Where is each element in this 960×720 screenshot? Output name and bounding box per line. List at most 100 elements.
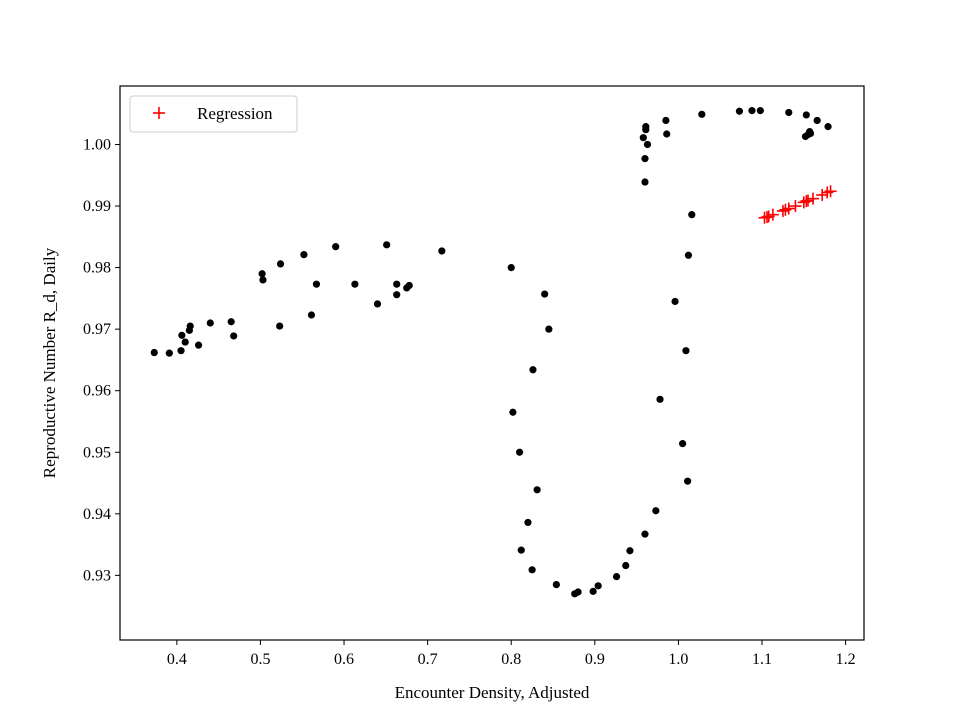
data-point (438, 247, 446, 255)
y-axis: 0.93 0.94 0.95 0.96 0.97 0.98 0.99 1.00 (83, 136, 120, 584)
data-point (748, 107, 756, 115)
data-point (642, 123, 650, 131)
data-point (641, 178, 649, 186)
data-point (698, 110, 706, 118)
data-point (641, 530, 649, 538)
data-point (574, 588, 582, 596)
data-point (181, 338, 189, 346)
data-point (178, 331, 186, 339)
y-axis-label: Reproductive Number R_d, Daily (40, 247, 59, 478)
data-point (524, 518, 532, 527)
data-point (393, 280, 401, 288)
data-point (276, 322, 284, 330)
x-tick-label: 0.7 (418, 651, 438, 668)
data-point (405, 281, 413, 290)
y-tick-label: 0.93 (83, 567, 111, 584)
y-tick-label: 0.96 (83, 383, 111, 400)
data-point (393, 291, 401, 299)
data-point (639, 134, 647, 142)
data-point (515, 448, 524, 456)
data-point (682, 347, 690, 355)
data-point (652, 507, 660, 515)
data-point (622, 561, 630, 570)
data-point (684, 251, 693, 259)
x-tick-label: 1.1 (752, 651, 772, 668)
data-point (626, 547, 634, 555)
y-tick-label: 0.98 (83, 260, 111, 277)
data-point (373, 300, 382, 308)
data-point (258, 270, 266, 278)
x-tick-label: 0.8 (501, 651, 521, 668)
data-point (528, 566, 536, 574)
data-point (351, 280, 359, 288)
data-point (533, 486, 541, 494)
regression-point (789, 200, 802, 213)
data-point (165, 349, 173, 357)
y-tick-label: 0.97 (83, 321, 111, 338)
x-tick-label: 0.5 (250, 651, 270, 668)
y-tick-label: 0.94 (83, 506, 111, 523)
data-point (656, 395, 664, 403)
x-tick-label: 1.0 (668, 651, 688, 668)
legend-box (129, 95, 298, 133)
data-point (383, 241, 391, 249)
plot-points (150, 107, 837, 598)
data-point (688, 211, 696, 219)
data-point (529, 366, 537, 374)
x-tick-label: 0.9 (585, 651, 605, 668)
x-tick-label: 0.4 (167, 651, 187, 668)
data-point (684, 477, 692, 485)
data-point (206, 319, 214, 327)
data-point (259, 276, 267, 284)
data-point (756, 107, 764, 115)
data-point (150, 348, 158, 357)
data-point (671, 297, 679, 306)
data-point (507, 263, 515, 272)
y-tick-label: 1.00 (83, 136, 111, 153)
data-point (806, 129, 815, 137)
data-point (300, 251, 308, 259)
data-point (276, 260, 285, 268)
data-point (813, 116, 821, 125)
regression-point (824, 185, 837, 198)
data-point (785, 108, 793, 117)
data-point (802, 111, 810, 119)
plot-area-frame (119, 85, 865, 641)
regression-point (776, 204, 789, 217)
data-point (824, 123, 832, 131)
data-point (612, 572, 621, 581)
regression-point (801, 194, 814, 207)
data-point (541, 290, 549, 298)
legend: Regression (129, 95, 298, 133)
data-point (230, 332, 238, 340)
y-tick-label: 0.95 (83, 444, 111, 461)
y-tick-label: 0.99 (83, 198, 111, 215)
data-point (332, 243, 340, 251)
data-point (312, 280, 321, 288)
data-point (177, 347, 185, 355)
x-axis-label: Encounter Density, Adjusted (395, 683, 590, 702)
data-point (517, 546, 525, 554)
data-point (509, 408, 517, 416)
data-point (589, 587, 597, 595)
x-tick-label: 1.2 (836, 651, 856, 668)
data-point (307, 311, 316, 319)
data-point (594, 582, 602, 590)
data-point (662, 116, 670, 125)
x-tick-label: 0.6 (334, 651, 354, 668)
data-point (186, 322, 194, 330)
regression-point (807, 192, 820, 205)
data-point (663, 130, 671, 138)
legend-marker-regression (153, 107, 165, 119)
data-point (641, 155, 649, 163)
data-point (545, 325, 553, 333)
data-point (227, 318, 235, 326)
regression-point (816, 188, 829, 201)
data-point (735, 107, 744, 115)
regression-point (782, 202, 795, 215)
data-point (643, 140, 652, 149)
x-axis: 0.4 0.5 0.6 0.7 0.8 0.9 1.0 1.1 1.2 (167, 640, 856, 668)
data-point (552, 581, 560, 589)
data-point (678, 440, 687, 448)
